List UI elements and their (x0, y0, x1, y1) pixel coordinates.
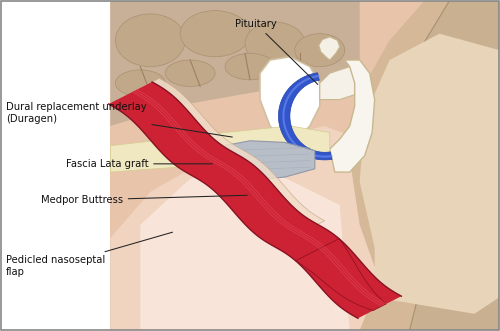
Ellipse shape (225, 53, 275, 80)
Polygon shape (319, 37, 340, 60)
Polygon shape (390, 1, 500, 330)
Polygon shape (152, 78, 324, 224)
Polygon shape (110, 126, 424, 330)
Polygon shape (215, 141, 315, 180)
Text: Pedicled nasoseptal
flap: Pedicled nasoseptal flap (6, 232, 172, 277)
Text: Dural replacement underlay
(Duragen): Dural replacement underlay (Duragen) (6, 102, 232, 137)
Polygon shape (350, 1, 500, 330)
Ellipse shape (116, 14, 185, 67)
Polygon shape (110, 1, 360, 126)
Polygon shape (140, 166, 350, 330)
Polygon shape (330, 60, 374, 172)
Polygon shape (320, 67, 360, 100)
Polygon shape (110, 126, 330, 172)
Polygon shape (110, 1, 500, 330)
Text: Pituitary: Pituitary (235, 19, 318, 84)
Polygon shape (260, 57, 320, 142)
Text: Fascia Lata graft: Fascia Lata graft (66, 159, 212, 169)
Polygon shape (296, 239, 386, 310)
Ellipse shape (295, 34, 344, 67)
Polygon shape (108, 82, 402, 318)
Ellipse shape (245, 22, 305, 65)
Ellipse shape (180, 11, 250, 57)
Polygon shape (360, 34, 500, 314)
Ellipse shape (116, 70, 165, 96)
Ellipse shape (165, 60, 215, 86)
Polygon shape (278, 73, 332, 160)
Text: Medpor Buttress: Medpor Buttress (40, 195, 247, 205)
